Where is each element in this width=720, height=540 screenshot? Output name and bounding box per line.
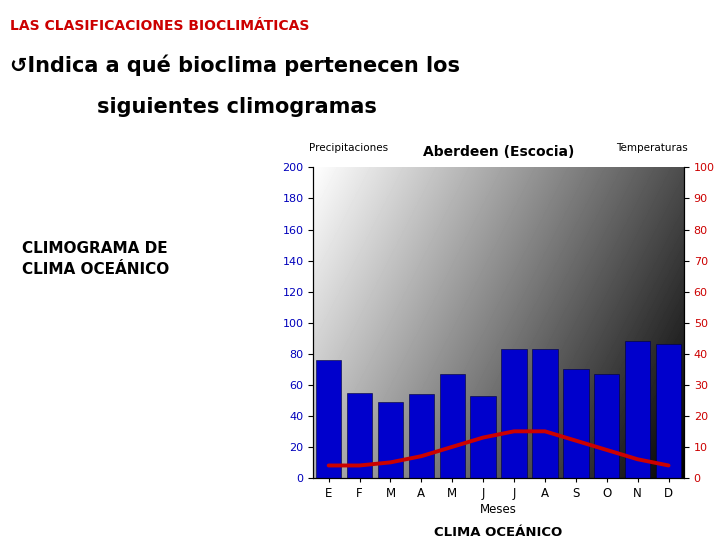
Bar [656,345,681,478]
Bar [347,393,372,478]
Bar [625,341,650,478]
Bar [501,349,527,478]
Text: siguientes climogramas: siguientes climogramas [97,97,377,117]
Text: CLIMA OCEÁNICO: CLIMA OCEÁNICO [434,526,563,539]
Bar [378,402,403,478]
Text: CLIMOGRAMA DE
CLIMA OCEÁNICO: CLIMOGRAMA DE CLIMA OCEÁNICO [22,241,169,277]
X-axis label: Meses: Meses [480,503,517,516]
Bar [563,369,588,478]
Bar [440,374,465,478]
Bar [470,396,496,478]
Bar [409,394,434,478]
Text: Precipitaciones: Precipitaciones [310,144,389,153]
Text: LAS CLASIFICACIONES BIOCLIMÁTICAS: LAS CLASIFICACIONES BIOCLIMÁTICAS [10,19,310,33]
Bar [316,360,341,478]
Text: Temperaturas: Temperaturas [616,144,688,153]
Bar [532,349,557,478]
Bar [594,374,619,478]
Text: ↺Indica a qué bioclima pertenecen los: ↺Indica a qué bioclima pertenecen los [10,54,460,76]
Title: Aberdeen (Escocia): Aberdeen (Escocia) [423,145,575,159]
